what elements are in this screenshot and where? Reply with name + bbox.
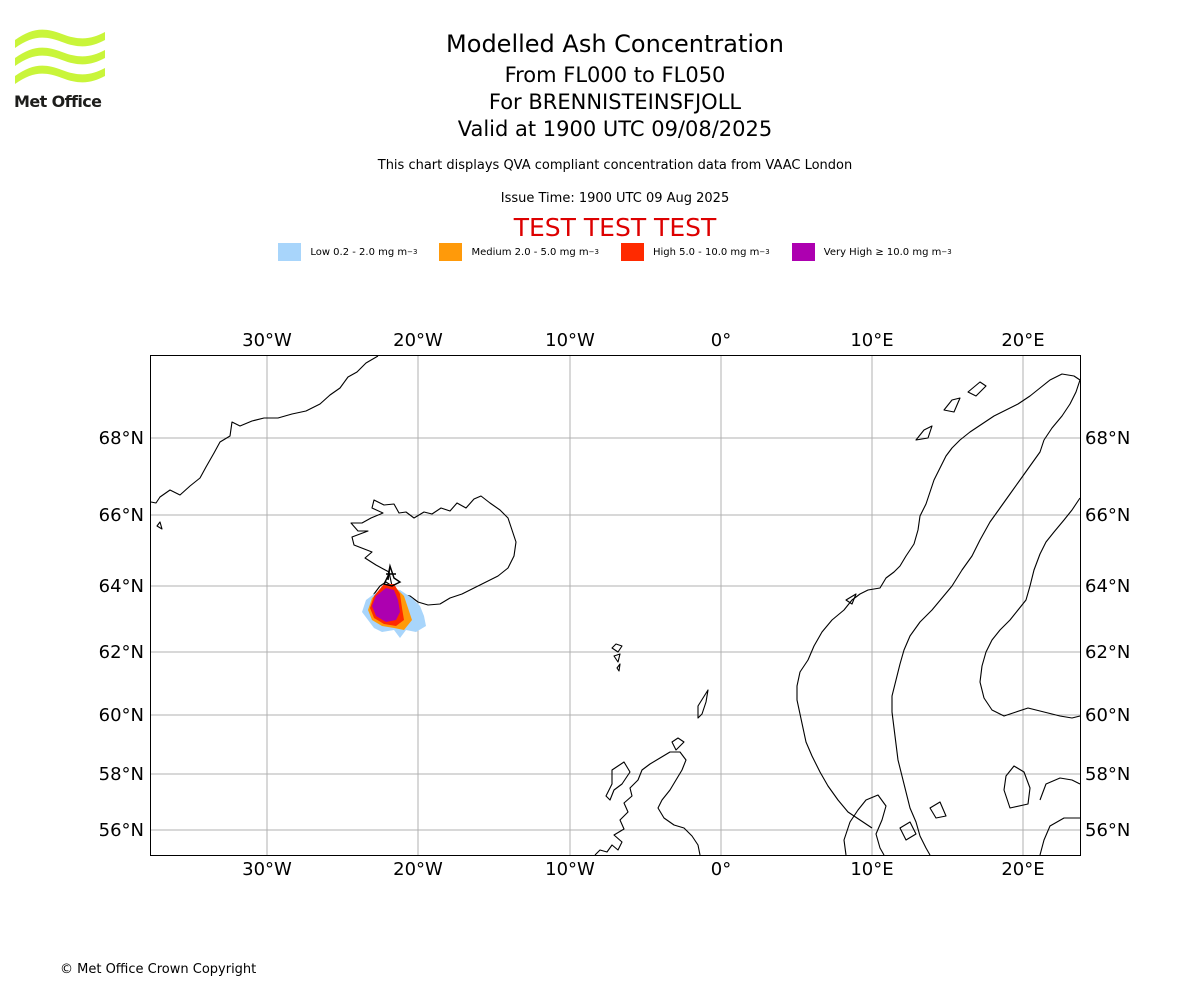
coastline-shetland — [698, 690, 708, 718]
lon-label-bottom: 20°W — [393, 859, 443, 880]
lat-label-left: 58°N — [99, 764, 144, 785]
lon-label-top: 20°E — [1001, 330, 1044, 351]
coastline-greenland — [151, 356, 378, 503]
coastline-finland — [980, 498, 1080, 718]
coastline-hebrides — [606, 762, 630, 800]
coastline-faroe — [612, 644, 622, 671]
coastline-orkney — [672, 738, 684, 750]
lat-label-left: 64°N — [99, 576, 144, 597]
volcano-source-marker — [384, 566, 400, 586]
lat-label-right: 62°N — [1085, 642, 1130, 663]
latitude-labels-right: 68°N 66°N 64°N 62°N 60°N 58°N 56°N — [1085, 428, 1130, 841]
lat-label-right: 60°N — [1085, 705, 1130, 726]
latitude-labels-left: 68°N 66°N 64°N 62°N 60°N 58°N 56°N — [99, 428, 144, 841]
lon-label-bottom: 10°E — [850, 859, 893, 880]
coastline-baltic-south — [1040, 778, 1080, 855]
lat-label-left: 62°N — [99, 642, 144, 663]
lon-label-bottom: 0° — [711, 859, 731, 880]
lat-label-right: 56°N — [1085, 820, 1130, 841]
lat-label-right: 58°N — [1085, 764, 1130, 785]
longitude-labels-top: 30°W 20°W 10°W 0° 10°E 20°E — [242, 330, 1044, 351]
lon-label-top: 20°W — [393, 330, 443, 351]
longitude-labels-bottom: 30°W 20°W 10°W 0° 10°E 20°E — [242, 859, 1044, 880]
lon-label-top: 10°W — [545, 330, 595, 351]
lat-label-right: 64°N — [1085, 576, 1130, 597]
coastline-scotland — [595, 752, 700, 855]
lat-label-left: 60°N — [99, 705, 144, 726]
coastline-gulf — [1004, 766, 1030, 808]
lon-label-top: 0° — [711, 330, 731, 351]
lat-label-left: 66°N — [99, 505, 144, 526]
coastline-iceland — [351, 496, 516, 605]
coastline-greenland-islet — [157, 522, 162, 529]
lon-label-bottom: 10°W — [545, 859, 595, 880]
ash-concentration-plume — [362, 566, 426, 638]
lat-label-right: 68°N — [1085, 428, 1130, 449]
coastlines — [151, 356, 1080, 855]
copyright-notice: © Met Office Crown Copyright — [60, 962, 256, 977]
lon-label-top: 30°W — [242, 330, 292, 351]
lat-label-left: 56°N — [99, 820, 144, 841]
lat-label-left: 68°N — [99, 428, 144, 449]
map-frame — [151, 356, 1081, 856]
lon-label-top: 10°E — [850, 330, 893, 351]
coastline-denmark — [844, 795, 946, 855]
lat-label-right: 66°N — [1085, 505, 1130, 526]
coastline-sweden — [892, 380, 1080, 855]
coastline-norway — [797, 374, 1080, 828]
lon-label-bottom: 30°W — [242, 859, 292, 880]
map-gridlines — [151, 356, 1080, 855]
lon-label-bottom: 20°E — [1001, 859, 1044, 880]
coastline-norway-islands — [846, 382, 986, 604]
